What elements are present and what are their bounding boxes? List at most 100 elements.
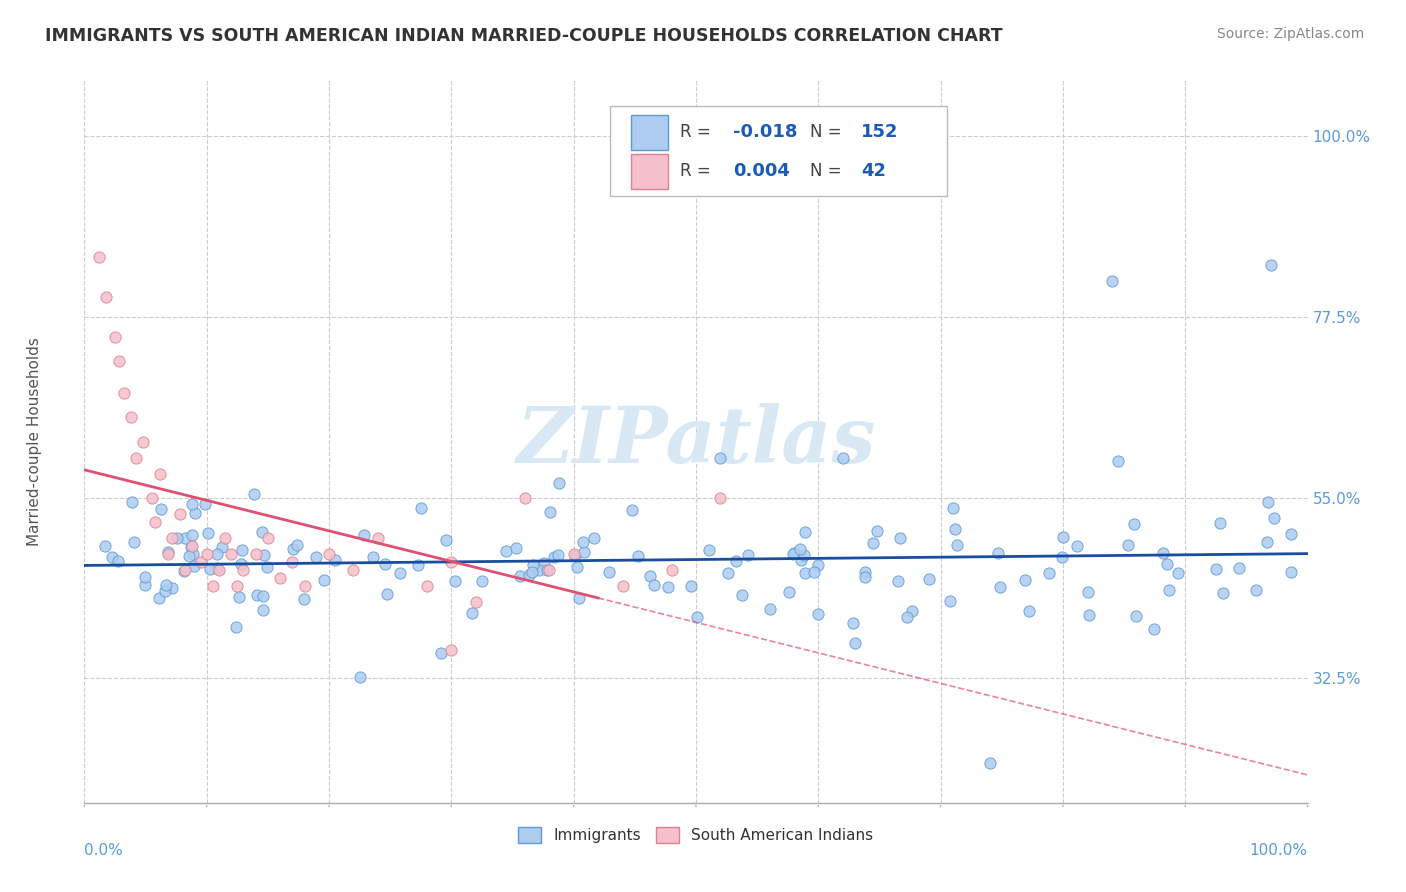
Point (252, 603, 274, 617)
Point (252, 589, 274, 603)
Point (1227, 561, 1250, 575)
Point (166, 532, 188, 546)
Point (132, 434, 155, 449)
Point (803, 565, 825, 579)
Point (709, 450, 731, 465)
Point (794, 525, 817, 540)
Point (245, 547, 267, 561)
Point (162, 531, 184, 545)
Point (1107, 454, 1129, 468)
Point (522, 565, 544, 579)
Text: Source: ZipAtlas.com: Source: ZipAtlas.com (1216, 27, 1364, 41)
Point (1101, 274, 1123, 288)
Point (141, 491, 163, 505)
Point (1257, 495, 1279, 509)
Point (657, 581, 679, 595)
Point (724, 554, 747, 568)
Point (471, 574, 494, 589)
Point (375, 586, 398, 600)
Point (793, 566, 815, 581)
Point (853, 566, 876, 580)
Point (543, 550, 565, 565)
Point (1157, 583, 1180, 598)
Text: IMMIGRANTS VS SOUTH AMERICAN INDIAN MARRIED-COUPLE HOUSEHOLDS CORRELATION CHART: IMMIGRANTS VS SOUTH AMERICAN INDIAN MARR… (45, 27, 1002, 45)
Point (180, 540, 202, 554)
Point (214, 531, 236, 545)
Point (946, 538, 969, 552)
Point (349, 670, 371, 684)
Point (1077, 608, 1099, 623)
Point (778, 585, 800, 599)
Point (87, 250, 110, 264)
Point (1050, 549, 1073, 564)
Text: N =: N = (810, 162, 846, 180)
Point (598, 566, 620, 580)
Point (979, 756, 1001, 770)
Point (889, 532, 911, 546)
Point (1205, 562, 1227, 576)
Point (536, 563, 558, 577)
Point (572, 534, 595, 549)
Point (314, 573, 336, 587)
Point (211, 541, 233, 555)
Point (1167, 566, 1189, 580)
Point (96, 290, 118, 304)
Point (1279, 566, 1302, 580)
Point (149, 467, 172, 481)
Point (183, 558, 205, 573)
Point (181, 539, 204, 553)
Point (731, 588, 754, 602)
Point (367, 531, 389, 545)
Point (229, 558, 252, 572)
Text: 0.004: 0.004 (733, 162, 790, 180)
Point (269, 571, 291, 585)
Point (517, 567, 540, 582)
Point (790, 553, 813, 567)
Point (207, 547, 229, 561)
Point (1018, 604, 1040, 618)
Point (793, 548, 815, 562)
Point (987, 546, 1010, 560)
Text: R =: R = (681, 162, 716, 180)
Point (1279, 526, 1302, 541)
Point (184, 506, 207, 520)
Point (440, 555, 463, 569)
Text: 100.0%: 100.0% (1250, 843, 1308, 857)
Point (121, 495, 143, 509)
Point (564, 549, 586, 563)
Point (143, 515, 166, 529)
Point (228, 590, 250, 604)
Point (231, 543, 253, 558)
Point (686, 609, 709, 624)
Point (1260, 258, 1282, 272)
Point (389, 566, 412, 580)
Point (112, 386, 135, 401)
Point (125, 450, 148, 465)
Point (1116, 538, 1139, 552)
Text: Married-couple Households: Married-couple Households (27, 337, 42, 546)
Point (257, 531, 280, 545)
Point (717, 566, 740, 580)
Point (195, 547, 218, 561)
Point (464, 595, 486, 609)
Point (831, 450, 853, 465)
Point (574, 545, 596, 559)
Point (918, 572, 941, 586)
Point (1125, 608, 1147, 623)
Point (583, 531, 606, 545)
Point (1212, 586, 1234, 600)
Text: N =: N = (810, 123, 846, 142)
Point (509, 569, 531, 583)
Point (156, 547, 179, 561)
Point (942, 500, 965, 515)
Point (305, 549, 328, 564)
Point (900, 604, 922, 618)
Point (226, 579, 249, 593)
Point (758, 602, 780, 616)
Legend: Immigrants, South American Indians: Immigrants, South American Indians (512, 822, 880, 849)
Point (246, 588, 269, 602)
Point (93, 539, 115, 553)
Point (638, 569, 661, 583)
Point (661, 563, 683, 577)
Point (181, 497, 204, 511)
